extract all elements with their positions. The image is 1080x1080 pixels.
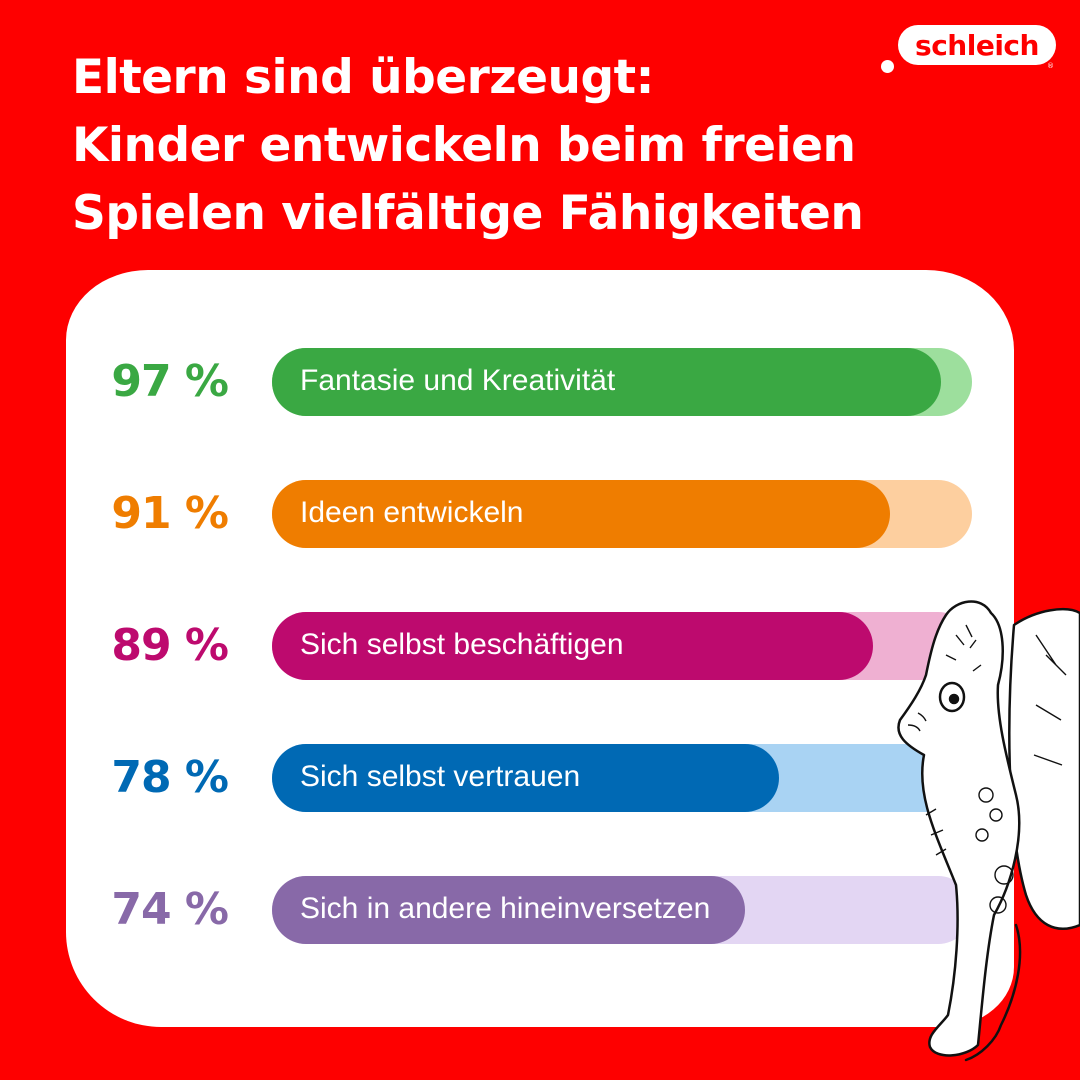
bar-row: 74 % Sich in andere hineinversetzen: [0, 876, 1080, 944]
title-line-2: Kinder entwickeln beim freien: [72, 118, 856, 173]
percentage-label: 97 %: [111, 356, 229, 407]
percentage-label: 91 %: [111, 488, 229, 539]
percentage-label: 89 %: [111, 620, 229, 671]
bar-fill: [272, 480, 890, 548]
bar-row: 97 % Fantasie und Kreativität: [0, 348, 1080, 416]
bar-fill: [272, 348, 941, 416]
bar-label: Ideen entwickeln: [300, 496, 524, 529]
percentage-label: 74 %: [111, 884, 229, 935]
percentage-label: 78 %: [111, 752, 229, 803]
page-title: Eltern sind überzeugt: Kinder entwickeln…: [72, 44, 864, 248]
bar-fill: [272, 876, 745, 944]
title-line-3: Spielen vielfältige Fähigkeiten: [72, 186, 864, 241]
bar-row: 89 % Sich selbst beschäftigen: [0, 612, 1080, 680]
logo-wordmark: schleich: [898, 25, 1056, 65]
bar-row: 78 % Sich selbst vertrauen: [0, 744, 1080, 812]
bar-label: Sich selbst beschäftigen: [300, 628, 624, 661]
registered-mark: ®: [1047, 62, 1054, 70]
bar-label: Fantasie und Kreativität: [300, 364, 616, 397]
bar-fill: [272, 612, 873, 680]
bar-label: Sich selbst vertrauen: [300, 760, 581, 793]
bar-fill: [272, 744, 779, 812]
title-line-1: Eltern sind überzeugt:: [72, 50, 654, 105]
bar-row: 91 % Ideen entwickeln: [0, 480, 1080, 548]
logo-dot-icon: [881, 60, 894, 73]
dragon-illustration-icon: [897, 600, 1080, 1062]
schleich-logo: schleich ®: [881, 22, 1056, 73]
bar-label: Sich in andere hineinversetzen: [300, 892, 711, 925]
